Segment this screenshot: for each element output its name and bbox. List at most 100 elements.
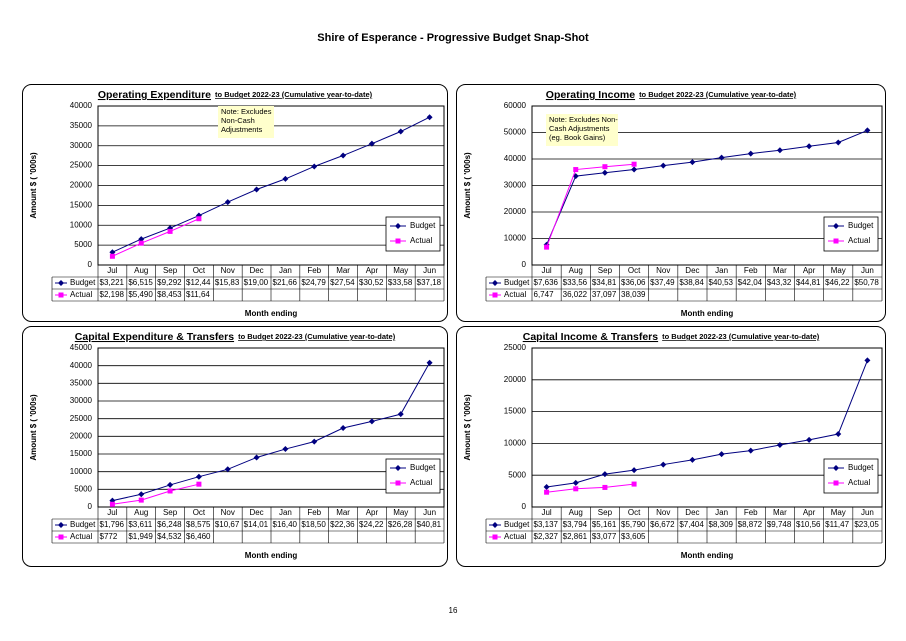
note-text: Adjustments (221, 125, 263, 134)
series-line (112, 116, 430, 253)
point (602, 484, 608, 490)
x-tick-label: Dec (249, 508, 263, 517)
note-text: Note: Excludes (221, 107, 272, 116)
legend-marker (395, 223, 401, 229)
y-tick-label: 60000 (504, 101, 527, 110)
legend-label: Budget (848, 221, 874, 230)
x-tick-label: Oct (628, 508, 641, 517)
x-tick-label: Jan (279, 508, 292, 517)
table-cell: $36,06 (621, 278, 646, 287)
legend-marker (395, 480, 401, 486)
y-tick-label: 20000 (70, 181, 93, 190)
x-tick-label: Jun (861, 508, 874, 517)
x-tick-label: Dec (685, 508, 699, 517)
x-tick-label: Jun (423, 266, 436, 275)
point (167, 228, 173, 234)
legend-marker (833, 223, 839, 229)
table-cell: $37,18 (417, 278, 442, 287)
point (311, 438, 318, 445)
table-cell: $11,64 (186, 290, 210, 299)
table-cell: $15,83 (215, 278, 240, 287)
point (311, 163, 318, 170)
point (397, 128, 404, 135)
legend-marker (833, 465, 839, 471)
table-cell: $24,79 (301, 278, 326, 287)
x-axis-label: Month ending (245, 309, 298, 318)
x-tick-label: Aug (134, 266, 148, 275)
table-cell: $6,248 (157, 520, 182, 529)
table-row-label: Actual (504, 290, 526, 299)
point (109, 253, 115, 259)
y-tick-label: 15000 (70, 200, 93, 209)
x-tick-label: Jul (541, 266, 551, 275)
x-tick-label: May (831, 266, 846, 275)
table-cell: $8,575 (186, 520, 211, 529)
table-cell: $10,67 (215, 520, 240, 529)
point (397, 411, 404, 418)
table-cell: $38,84 (679, 278, 704, 287)
table-cell: $6,460 (186, 532, 211, 541)
y-tick-label: 45000 (70, 343, 93, 352)
table-cell: $11,47 (825, 520, 849, 529)
x-tick-label: Jun (861, 266, 874, 275)
table-cell: $33,58 (388, 278, 413, 287)
title-sub: to Budget 2022-23 (Cumulative year-to-da… (238, 332, 396, 341)
point (224, 466, 231, 473)
point (109, 501, 115, 507)
point (601, 169, 608, 176)
x-tick-label: Aug (569, 508, 583, 517)
table-cell: $9,292 (157, 278, 182, 287)
table-cell: $8,872 (738, 520, 763, 529)
table-cell: $26,28 (388, 520, 413, 529)
legend-marker (833, 238, 839, 244)
x-tick-label: Jan (715, 508, 728, 517)
y-tick-label: 5000 (508, 470, 526, 479)
point (109, 249, 116, 256)
x-tick-label: Jul (107, 508, 117, 517)
x-tick-label: Dec (249, 266, 263, 275)
x-tick-label: Aug (134, 508, 148, 517)
point (835, 431, 842, 438)
y-tick-label: 20000 (504, 207, 527, 216)
point (340, 152, 347, 159)
y-tick-label: 15000 (70, 449, 93, 458)
table-cell: $1,949 (128, 532, 153, 541)
y-tick-label: 30000 (504, 181, 527, 190)
y-tick-label: 0 (522, 260, 527, 269)
point (253, 454, 260, 461)
table-cell: $40,81 (417, 520, 442, 529)
table-cell: $7,404 (679, 520, 704, 529)
legend-marker (833, 480, 839, 486)
point (806, 436, 813, 443)
table-cell: $3,794 (563, 520, 588, 529)
x-tick-label: Sep (163, 266, 178, 275)
table-cell: $34,81 (592, 278, 617, 287)
point (631, 161, 637, 167)
table-cell: $6,515 (128, 278, 153, 287)
y-tick-label: 15000 (504, 407, 527, 416)
legend-marker (395, 238, 401, 244)
point (631, 467, 638, 474)
table-key-marker (58, 292, 64, 298)
point (253, 186, 260, 193)
table-cell: $50,78 (854, 278, 879, 287)
x-tick-label: Nov (656, 266, 670, 275)
table-cell: $10,56 (796, 520, 821, 529)
point (138, 497, 144, 503)
point (601, 471, 608, 478)
table-cell: $33,56 (563, 278, 588, 287)
point (718, 451, 725, 458)
note-text: Non-Cash (221, 116, 255, 125)
y-axis-label: Amount $ ( '000s) (29, 394, 38, 461)
table-cell: $43,32 (767, 278, 792, 287)
point (572, 479, 579, 486)
point (776, 147, 783, 154)
y-tick-label: 25000 (70, 161, 93, 170)
table-row-label: Budget (70, 520, 96, 529)
point (689, 159, 696, 166)
table-cell: $4,532 (157, 532, 182, 541)
x-tick-label: Oct (193, 508, 206, 517)
point (660, 162, 667, 169)
title-main: Operating Income (546, 89, 635, 101)
table-cell: $30,52 (359, 278, 384, 287)
